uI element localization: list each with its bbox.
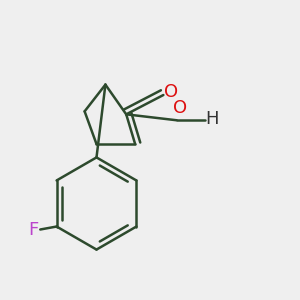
- Text: H: H: [206, 110, 219, 128]
- Text: O: O: [164, 83, 178, 101]
- Text: F: F: [28, 220, 39, 238]
- Text: O: O: [173, 99, 187, 117]
